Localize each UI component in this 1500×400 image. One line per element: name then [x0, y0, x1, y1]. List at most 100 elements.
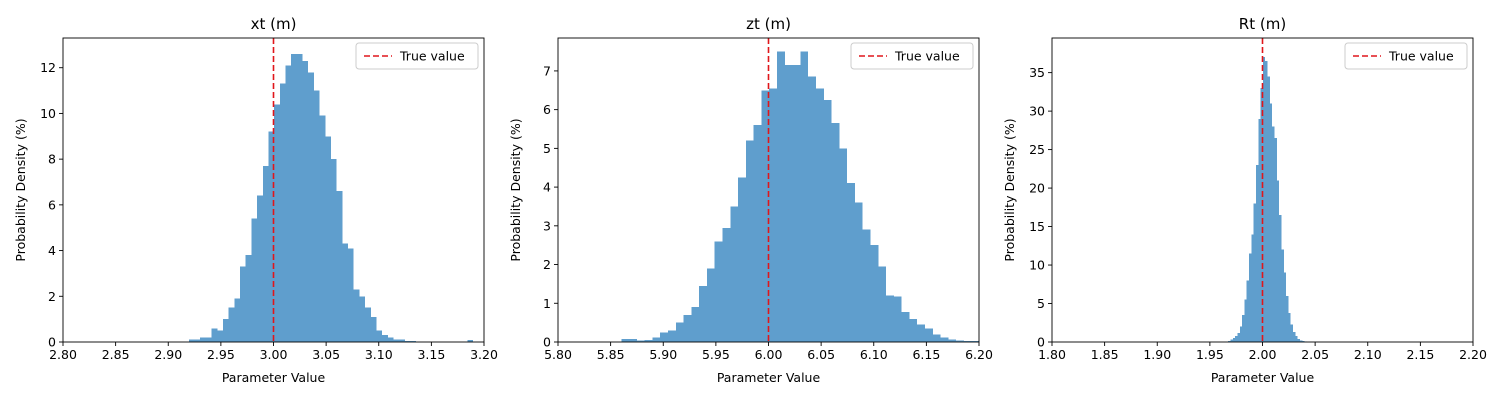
histogram-bar — [963, 340, 972, 342]
histogram-bars — [1228, 57, 1307, 343]
histogram-bar — [1297, 338, 1300, 342]
histogram-bar — [228, 307, 235, 342]
histogram-bar — [1290, 324, 1294, 342]
x-tick-label: 2.90 — [154, 347, 182, 362]
x-tick-label: 2.95 — [207, 347, 235, 362]
histogram-bar — [1295, 335, 1298, 342]
histogram-bar — [691, 307, 700, 342]
y-tick-label: 10 — [40, 106, 56, 121]
histogram-bar — [1267, 76, 1270, 342]
x-tick-label: 3.20 — [470, 347, 498, 362]
x-tick-label: 6.20 — [965, 347, 993, 362]
y-tick-label: 0 — [543, 335, 551, 350]
histogram-bar — [222, 319, 229, 342]
histogram-bar — [376, 330, 383, 342]
histogram-bar — [784, 65, 793, 343]
legend-box — [850, 42, 974, 70]
chart-title: zt (m) — [746, 15, 791, 33]
histogram-bar — [313, 90, 320, 342]
histogram-bar — [359, 296, 366, 342]
histogram-bar — [1272, 126, 1275, 342]
histogram-bar — [839, 148, 848, 342]
y-tick-label: 4 — [48, 243, 56, 258]
x-tick-label: 2.20 — [1459, 347, 1487, 362]
histogram-bar — [644, 340, 653, 342]
histogram-bar — [652, 337, 661, 342]
histogram-bar — [823, 99, 832, 342]
legend-label: True value — [894, 49, 960, 64]
histogram-bar — [467, 340, 474, 342]
chart-panel-2: 5.80 5.85 5.90 5.95 6.00 6.05 6.10 6.15 6.20 0 1 2 3… — [508, 15, 993, 385]
x-tick-label: 2.00 — [1249, 347, 1277, 362]
x-tick-label: 2.15 — [1406, 347, 1434, 362]
histogram-bar — [365, 307, 371, 342]
histogram-bar — [730, 206, 739, 342]
legend: True value — [850, 42, 974, 70]
histogram-bar — [319, 115, 326, 342]
histogram-bar — [629, 338, 637, 342]
histogram-bar — [382, 335, 388, 342]
histogram-bar — [886, 295, 894, 342]
histogram-bar — [200, 337, 206, 342]
histogram-bar — [1251, 234, 1254, 342]
histogram-bar — [1242, 315, 1245, 342]
y-axis-label: Probability Density (%) — [508, 118, 523, 261]
histogram-bar — [330, 159, 337, 342]
histogram-bar — [211, 328, 218, 342]
histogram-bar — [675, 322, 684, 342]
x-tick-label: 6.15 — [912, 347, 940, 362]
histogram-bar — [205, 337, 212, 342]
histogram-bar — [1299, 340, 1303, 342]
histogram-bar — [738, 177, 746, 342]
x-tick-label: 2.80 — [49, 347, 77, 362]
chart-panel-1: 2.80 2.85 2.90 2.95 3.00 3.05 3.10 3.15 3.20 0 2 4 6… — [13, 15, 498, 385]
histogram-bar — [268, 131, 275, 342]
x-axis-label: Parameter Value — [222, 370, 326, 385]
histogram-bar — [932, 334, 941, 342]
histogram-bar — [636, 340, 645, 342]
histogram-bar — [706, 268, 715, 342]
y-tick-label: 30 — [1029, 104, 1045, 119]
histogram-bar — [308, 72, 314, 343]
histogram-bar — [262, 166, 269, 342]
x-axis-label: Parameter Value — [1211, 370, 1315, 385]
histogram-bar — [854, 202, 863, 342]
y-tick-label: 1 — [543, 296, 551, 311]
histogram-bar — [777, 51, 785, 343]
histogram-bar — [370, 316, 377, 342]
chart-title: Rt (m) — [1239, 15, 1286, 33]
x-tick-label: 2.85 — [102, 347, 130, 362]
x-tick-label: 1.80 — [1038, 347, 1066, 362]
histogram-bar — [387, 337, 394, 342]
y-tick-label: 2 — [48, 289, 56, 304]
histogram-bar — [909, 318, 918, 342]
histogram-bar — [792, 65, 801, 343]
histogram-bar — [761, 90, 770, 342]
y-tick-label: 4 — [543, 180, 551, 195]
histogram-bar — [194, 339, 201, 342]
histogram-bar — [1253, 203, 1256, 342]
histogram-bar — [683, 314, 692, 342]
legend-box — [1344, 42, 1468, 70]
histogram-bar — [1239, 326, 1243, 342]
y-tick-label: 15 — [1029, 219, 1045, 234]
x-tick-label: 6.05 — [807, 347, 835, 362]
histogram-bar — [1249, 253, 1252, 342]
histogram-bar — [1246, 280, 1250, 342]
histogram-bar — [1274, 138, 1277, 342]
x-tick-label: 1.95 — [1196, 347, 1224, 362]
histogram-bar — [893, 296, 902, 342]
histogram-bar — [847, 183, 855, 342]
histogram-bar — [342, 243, 349, 342]
histogram-bar — [274, 104, 280, 343]
histogram-bar — [940, 337, 949, 342]
histogram-bar — [251, 218, 258, 342]
legend: True value — [355, 42, 479, 70]
y-tick-label: 12 — [40, 60, 56, 75]
histogram-bar — [1262, 57, 1266, 342]
y-tick-label: 6 — [48, 197, 56, 212]
histogram-bar — [745, 140, 754, 342]
histogram-bar — [1279, 215, 1282, 342]
histogram-bar — [1237, 332, 1240, 342]
y-tick-label: 2 — [543, 257, 551, 272]
